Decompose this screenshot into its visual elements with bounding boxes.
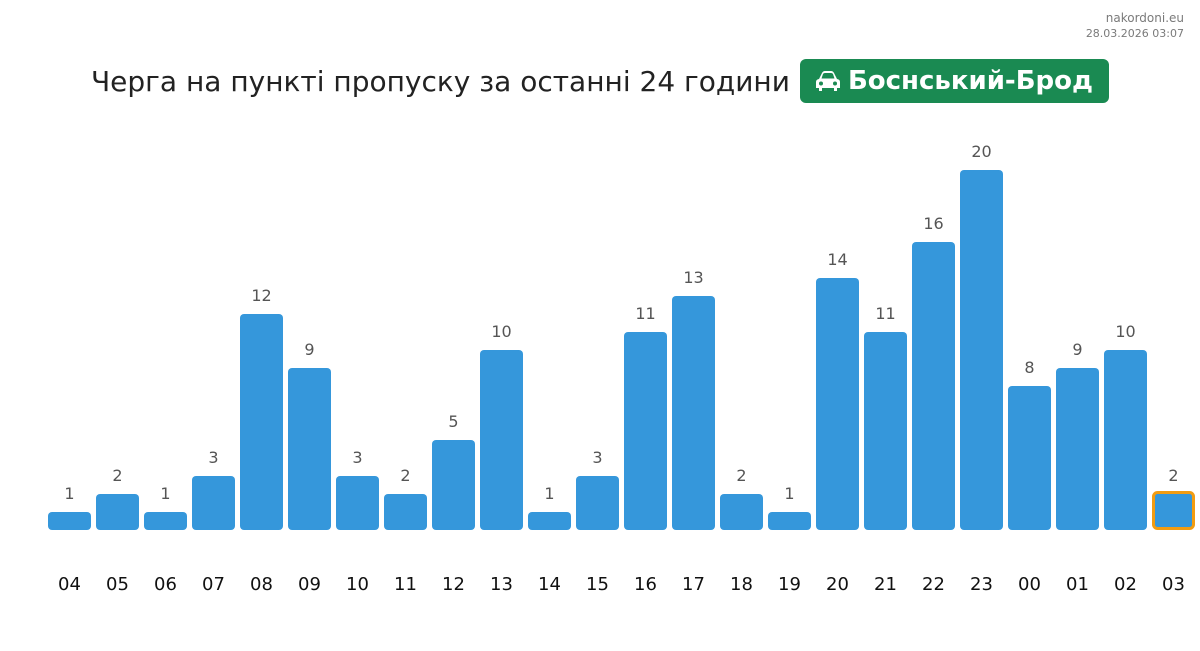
bar — [288, 368, 331, 530]
bar — [864, 332, 907, 530]
checkpoint-badge: Боснський-Брод — [799, 59, 1110, 103]
bar — [1056, 368, 1099, 530]
bar — [240, 314, 283, 530]
bar — [624, 332, 667, 530]
bar — [672, 296, 715, 530]
x-tick-label: 13 — [490, 574, 513, 595]
bar-value-label: 11 — [875, 304, 895, 323]
bar — [1008, 386, 1051, 530]
bar-current-hour — [1152, 491, 1195, 530]
x-tick-label: 22 — [922, 574, 945, 595]
bar-value-label: 2 — [736, 466, 746, 485]
x-tick-label: 07 — [202, 574, 225, 595]
x-tick-label: 10 — [346, 574, 369, 595]
x-tick-label: 08 — [250, 574, 273, 595]
bar-value-label: 2 — [112, 466, 122, 485]
bar — [720, 494, 763, 530]
x-tick-label: 21 — [874, 574, 897, 595]
bar-value-label: 10 — [1115, 322, 1135, 341]
x-tick-label: 12 — [442, 574, 465, 595]
car-icon — [814, 69, 842, 93]
bar — [96, 494, 139, 530]
bar-value-label: 16 — [923, 214, 943, 233]
bar-value-label: 20 — [971, 142, 991, 161]
x-tick-label: 05 — [106, 574, 129, 595]
x-tick-label: 00 — [1018, 574, 1041, 595]
bar — [480, 350, 523, 530]
x-tick-label: 03 — [1162, 574, 1185, 595]
x-tick-label: 19 — [778, 574, 801, 595]
bar-value-label: 14 — [827, 250, 847, 269]
x-tick-label: 20 — [826, 574, 849, 595]
bar-value-label: 3 — [352, 448, 362, 467]
bar — [384, 494, 427, 530]
timestamp: 28.03.2026 03:07 — [1085, 27, 1184, 40]
bar — [432, 440, 475, 530]
bar — [576, 476, 619, 530]
x-tick-label: 06 — [154, 574, 177, 595]
bar-value-label: 1 — [64, 484, 74, 503]
site-domain: nakordoni.eu — [1105, 11, 1184, 25]
bar-value-label: 12 — [251, 286, 271, 305]
bar — [336, 476, 379, 530]
chart-title: Черга на пункті пропуску за останні 24 г… — [90, 64, 790, 98]
x-tick-label: 18 — [730, 574, 753, 595]
x-tick-label: 01 — [1066, 574, 1089, 595]
bar-value-label: 9 — [304, 340, 314, 359]
x-tick-label: 09 — [298, 574, 321, 595]
bar-value-label: 1 — [544, 484, 554, 503]
bar-value-label: 5 — [448, 412, 458, 431]
bar — [48, 512, 91, 530]
x-tick-label: 16 — [634, 574, 657, 595]
bar-value-label: 1 — [160, 484, 170, 503]
bar — [768, 512, 811, 530]
x-tick-label: 14 — [538, 574, 561, 595]
x-tick-label: 11 — [394, 574, 417, 595]
bar — [960, 170, 1003, 530]
chart-header: Черга на пункті пропуску за останні 24 г… — [0, 58, 1200, 104]
bar-value-label: 3 — [208, 448, 218, 467]
x-tick-label: 02 — [1114, 574, 1137, 595]
bar — [192, 476, 235, 530]
bar — [528, 512, 571, 530]
bar-value-label: 9 — [1072, 340, 1082, 359]
bar — [144, 512, 187, 530]
bar-value-label: 3 — [592, 448, 602, 467]
bar-value-label: 2 — [400, 466, 410, 485]
bar-value-label: 1 — [784, 484, 794, 503]
bar — [816, 278, 859, 530]
x-tick-label: 15 — [586, 574, 609, 595]
x-tick-label: 17 — [682, 574, 705, 595]
bar-value-label: 2 — [1168, 466, 1178, 485]
site-info: nakordoni.eu 28.03.2026 03:07 — [1086, 10, 1184, 42]
bar — [912, 242, 955, 530]
x-tick-label: 04 — [58, 574, 81, 595]
bar — [1104, 350, 1147, 530]
bar-value-label: 13 — [683, 268, 703, 287]
bar-value-label: 10 — [491, 322, 511, 341]
bar-value-label: 8 — [1024, 358, 1034, 377]
x-tick-label: 23 — [970, 574, 993, 595]
bar-value-label: 11 — [635, 304, 655, 323]
checkpoint-name: Боснський-Брод — [847, 66, 1094, 96]
